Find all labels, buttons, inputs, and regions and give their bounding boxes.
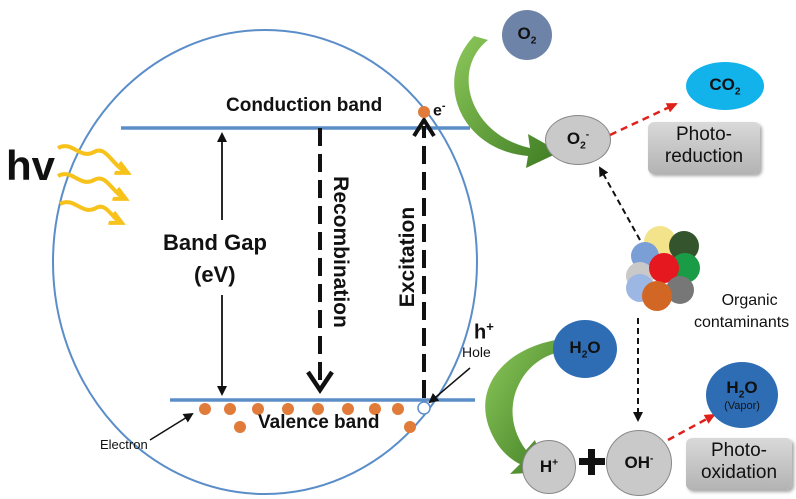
hplus-charge: +	[552, 457, 559, 469]
co2-text: CO2	[709, 75, 740, 97]
h2o-molecule: H2O	[553, 320, 617, 378]
h2o-vapor-end: O	[744, 377, 758, 397]
organic-contaminants-cluster	[626, 226, 700, 311]
red-arrow-co2	[609, 102, 678, 137]
valence-electron	[252, 403, 264, 415]
excited-electron	[418, 106, 430, 118]
valence-electron	[312, 403, 324, 415]
hv-label: hv	[6, 142, 56, 189]
light-wave	[59, 200, 120, 222]
hole-pointer	[428, 367, 471, 404]
organic-contaminants-label: Organic contaminants	[694, 292, 789, 332]
red-arrow-vapor	[667, 413, 716, 442]
oh-text: OH-	[625, 453, 654, 473]
photo-oxidation-line1: Photo-	[711, 440, 767, 461]
contaminant-ball	[670, 253, 700, 283]
light-wave	[57, 144, 126, 172]
superoxide-base: O	[566, 128, 581, 148]
green-arrow-h2o	[485, 340, 560, 474]
organic-line2: contaminants	[694, 314, 790, 331]
photo-reduction-box: Photo- reduction	[648, 122, 760, 174]
electron-pointer	[149, 412, 194, 441]
oh-base: OH	[624, 453, 651, 472]
hplus-base: H	[539, 457, 553, 476]
valence-electrons	[199, 403, 416, 433]
organic-line1: Organic	[721, 292, 778, 309]
hydroxyl-ion: OH-	[606, 430, 672, 496]
valence-electron	[369, 403, 381, 415]
h2o-end: O	[587, 337, 601, 357]
electron-label: Electron	[100, 437, 148, 452]
electron-symbol-letter: e	[433, 102, 442, 120]
valence-electron	[224, 403, 236, 415]
conduction-band-label: Conduction band	[226, 95, 383, 116]
photo-oxidation-box: Photo- oxidation	[686, 438, 792, 490]
superoxide-charge: -	[585, 129, 590, 141]
superoxide-sub: 2	[580, 140, 586, 152]
band-gap-unit: (eV)	[194, 262, 236, 287]
hydrogen-ion: H+	[522, 440, 576, 494]
plus-sign-label: +	[583, 448, 584, 449]
hole-circle	[417, 401, 431, 415]
contaminant-ball	[649, 253, 679, 283]
electron-symbol: e-	[433, 100, 446, 120]
hole-symbol-letter: h	[474, 321, 487, 344]
excitation-label: Excitation	[396, 206, 419, 308]
band-gap-label: Band Gap	[163, 230, 267, 255]
o2-molecule: O2	[502, 10, 552, 60]
co2-molecule: CO2	[686, 62, 764, 110]
o2-text: O2	[518, 24, 537, 46]
valence-electron	[392, 403, 404, 415]
recombination-label: Recombination	[329, 176, 352, 328]
contaminant-ball	[666, 276, 694, 304]
contaminant-ball	[642, 281, 672, 311]
superoxide-text: O2-	[567, 129, 589, 151]
valence-electron	[342, 403, 354, 415]
superoxide-molecule: O2-	[545, 115, 611, 165]
valence-band-label: Valence band	[258, 412, 380, 433]
valence-electron	[199, 403, 211, 415]
hole-symbol-charge: +	[486, 319, 494, 334]
particle-ellipse	[52, 29, 478, 495]
vapor-label: (Vapor)	[724, 400, 760, 413]
photo-reduction-line1: Photo-	[676, 124, 732, 145]
oh-charge: -	[650, 453, 654, 465]
valence-electron	[234, 421, 246, 433]
dashed-arrow-to-superoxide	[599, 166, 641, 241]
hole-symbol: h+	[474, 319, 494, 345]
h2o-base: H	[569, 337, 582, 357]
photo-oxidation-line2: oxidation	[700, 462, 778, 483]
plus-sign-bar-v	[588, 449, 595, 475]
valence-electron	[404, 421, 416, 433]
h2o-vapor-base: H	[726, 377, 739, 397]
h2o-sub: 2	[581, 349, 588, 361]
co2-sub: 2	[734, 86, 741, 98]
photo-reduction-line2: reduction	[664, 146, 744, 167]
h2o-vapor-sub: 2	[738, 389, 745, 401]
o2-base: O	[517, 23, 531, 43]
hole-label: Hole	[462, 344, 491, 360]
h2o-vapor-text: H2O	[726, 378, 757, 400]
light-wave	[57, 172, 124, 198]
h2o-text: H2O	[569, 338, 600, 360]
o2-sub: 2	[530, 35, 537, 47]
electron-symbol-charge: -	[441, 100, 446, 112]
valence-electron	[282, 403, 294, 415]
contaminant-ball	[669, 231, 699, 261]
green-arrow-o2	[454, 36, 560, 168]
recombination-arrowhead	[306, 370, 334, 395]
hplus-text: H+	[540, 457, 558, 477]
light-waves	[57, 144, 126, 222]
co2-base: CO	[709, 74, 735, 94]
excitation-arrowhead	[412, 116, 436, 138]
h2o-vapor-molecule: H2O (Vapor)	[706, 362, 778, 428]
